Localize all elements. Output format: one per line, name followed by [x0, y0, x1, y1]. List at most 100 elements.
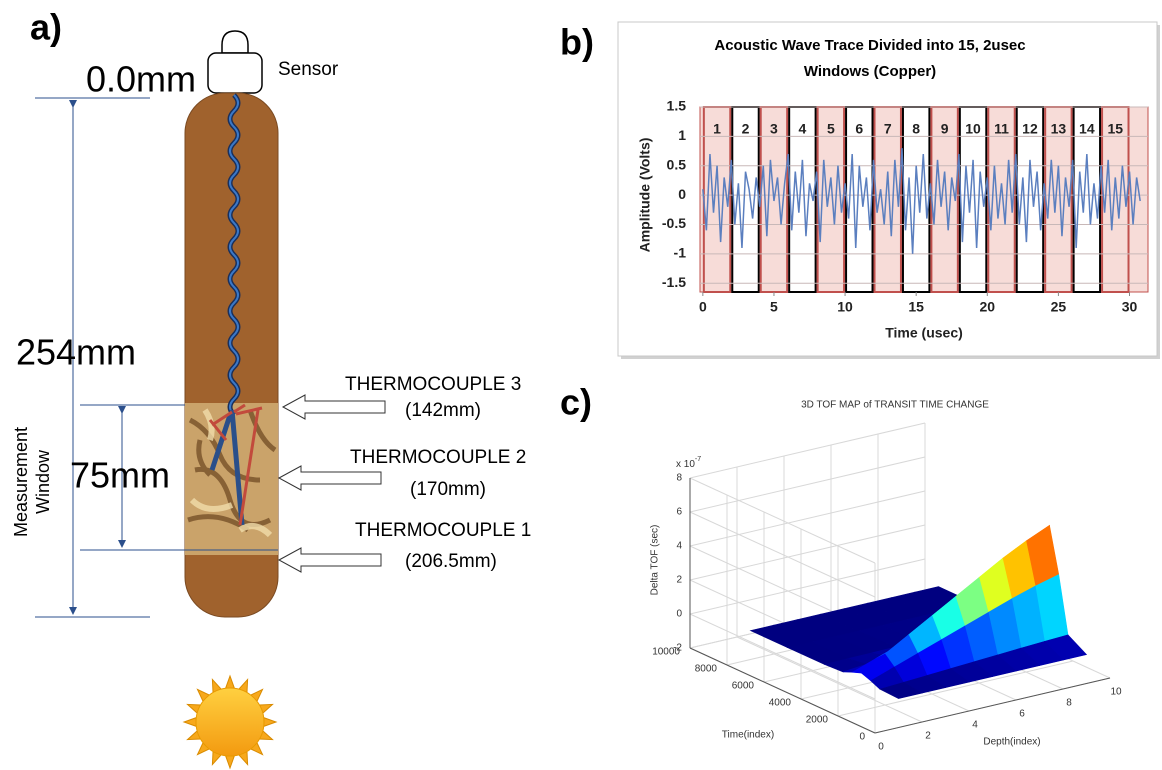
window-label: 15	[1107, 121, 1123, 137]
x-tick-label: 10	[1110, 687, 1122, 698]
thermocouple-name: THERMOCOUPLE 2	[350, 447, 526, 468]
window-label: 9	[941, 121, 949, 137]
x-tick-label: 20	[979, 299, 995, 315]
axis-line	[874, 677, 1111, 734]
wave-path	[229, 94, 239, 416]
z-tick-label: 6	[676, 507, 682, 518]
thermocouple-arrow	[281, 394, 386, 420]
z-exponent: x 10-7	[676, 456, 701, 470]
y-tick-label: 0	[859, 732, 865, 743]
trace	[702, 148, 1141, 254]
grid-line	[689, 524, 926, 581]
sensor-label: Sensor	[278, 59, 339, 80]
x-tick-label: 8	[1066, 698, 1072, 709]
x-tick-label: 0	[878, 742, 884, 753]
y-axis-label: Time(index)	[722, 730, 774, 741]
x-tick-label: 15	[908, 299, 924, 315]
thermocouple-position: (142mm)	[405, 400, 481, 421]
x-tick-label: 0	[699, 299, 707, 315]
x-tick-label: 10	[837, 299, 853, 315]
rock-texture	[189, 408, 273, 538]
grid-line	[689, 422, 926, 479]
sun-rays	[182, 674, 278, 770]
window-label: 14	[1079, 121, 1095, 137]
dim-label: 254mm	[16, 332, 136, 373]
window-label: Window	[33, 449, 53, 514]
window-label: 12	[1022, 121, 1038, 137]
window-label: 3	[770, 121, 778, 137]
z-tick-label: 2	[676, 575, 682, 586]
dim-label: 0.0mm	[86, 59, 196, 100]
chart-title: Windows (Copper)	[804, 63, 936, 80]
window-label: Measurement	[11, 427, 31, 537]
thermocouple-name: THERMOCOUPLE 3	[345, 374, 521, 395]
thermocouple-arrow	[277, 547, 382, 573]
rock-texture	[187, 409, 277, 533]
thermocouple-position: (170mm)	[410, 479, 486, 500]
grid-line	[689, 511, 876, 598]
panel-label: c)	[560, 382, 592, 423]
window-label: 11	[994, 121, 1009, 137]
panel-label: b)	[560, 22, 594, 63]
window-label: 8	[912, 121, 920, 137]
window-label: 1	[713, 121, 721, 137]
grid-line	[837, 660, 1074, 717]
z-axis-label: Delta TOF (sec)	[650, 525, 661, 596]
panel-label: a)	[30, 7, 62, 48]
z-exponent-base: x 10	[676, 459, 695, 470]
x-tick-label: 4	[972, 720, 978, 731]
axis-line	[689, 647, 876, 734]
x-tick-label: 2	[925, 731, 931, 742]
y-tick-label: 1.5	[667, 98, 687, 114]
grid-line	[689, 613, 876, 700]
y-tick-label: 8000	[695, 664, 718, 675]
z-exponent-power: -7	[695, 456, 701, 463]
sun-disc	[195, 687, 265, 757]
grid-line	[689, 558, 926, 615]
x-tick-label: 5	[770, 299, 778, 315]
sensor-tip	[221, 30, 249, 54]
chart-title: Acoustic Wave Trace Divided into 15, 2us…	[714, 37, 1025, 54]
z-tick-label: 0	[676, 609, 682, 620]
y-tick-label: 6000	[732, 681, 755, 692]
thermocouple-arrow	[277, 465, 382, 491]
y-tick-label: 10000	[652, 647, 680, 658]
window-label: 6	[855, 121, 863, 137]
y-tick-label: -1.5	[662, 274, 686, 290]
surface-patch	[879, 682, 923, 699]
z-tick-label: 4	[676, 541, 682, 552]
window-label: 13	[1051, 121, 1067, 137]
y-tick-label: -0.5	[662, 215, 686, 231]
y-tick-label: 0	[678, 186, 686, 202]
window-label: 7	[884, 121, 892, 137]
x-tick-label: 25	[1051, 299, 1067, 315]
grid-line	[689, 477, 876, 564]
z-tick-label: 8	[676, 473, 682, 484]
y-axis-label: Amplitude (Volts)	[637, 138, 653, 253]
x-axis-label: Time (usec)	[885, 325, 963, 341]
window-label: 2	[742, 121, 750, 137]
heat-source	[182, 674, 278, 770]
chart-title: 3D TOF MAP of TRANSIT TIME CHANGE	[801, 400, 989, 411]
dim-label: 75mm	[70, 455, 170, 496]
grid-line	[689, 490, 926, 547]
window-label: 10	[965, 121, 981, 137]
window-label: 5	[827, 121, 835, 137]
x-axis-label: Depth(index)	[983, 737, 1040, 748]
x-tick-label: 6	[1019, 709, 1025, 720]
grid-line	[736, 636, 923, 723]
y-tick-label: 1	[678, 127, 686, 143]
ray	[208, 403, 263, 526]
ray	[209, 409, 245, 526]
sensor-body	[207, 52, 263, 94]
thermocouple-name: THERMOCOUPLE 1	[355, 520, 531, 541]
x-tick-label: 30	[1122, 299, 1138, 315]
z-tick-label: -2	[673, 643, 682, 654]
grid-line	[689, 456, 926, 513]
y-tick-label: 0.5	[667, 156, 687, 172]
y-tick-label: 4000	[769, 698, 792, 709]
window-label: 4	[799, 121, 807, 137]
thermocouple-position: (206.5mm)	[405, 551, 497, 572]
